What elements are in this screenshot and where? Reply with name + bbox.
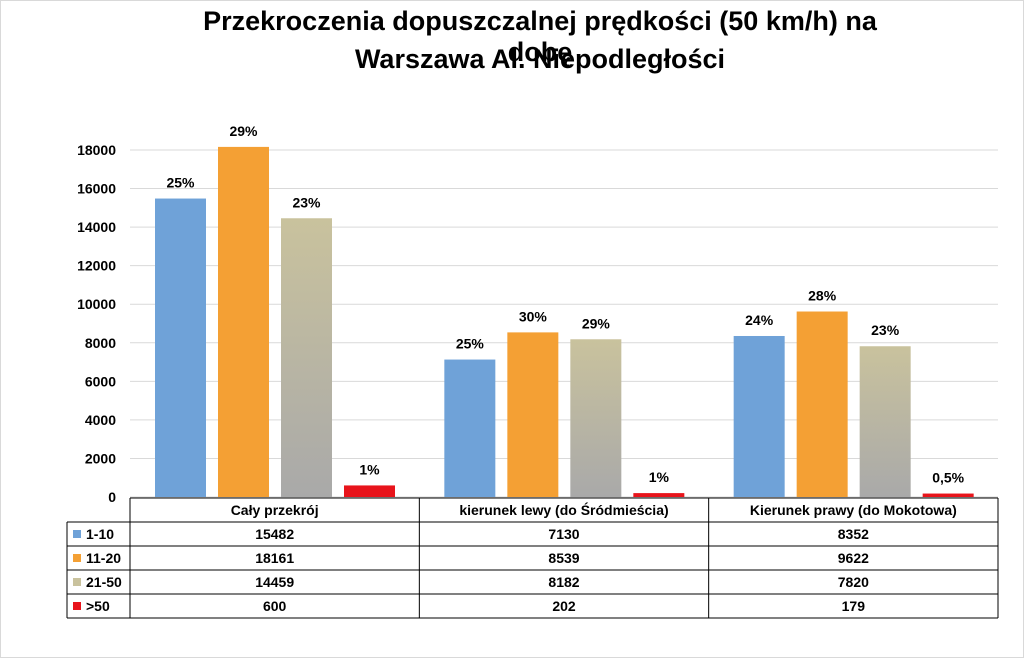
legend-swatch xyxy=(73,578,81,586)
bar xyxy=(444,359,496,497)
y-tick-label: 8000 xyxy=(85,335,116,351)
legend-label: 11-20 xyxy=(86,550,121,566)
table-value: 15482 xyxy=(255,526,294,542)
data-label: 28% xyxy=(808,288,837,304)
data-label: 24% xyxy=(745,312,774,328)
y-tick-label: 14000 xyxy=(77,219,116,235)
chart-title: Przekroczenia dopuszczalnej prędkości (5… xyxy=(203,6,877,67)
table-value: 179 xyxy=(842,598,866,614)
y-tick-label: 4000 xyxy=(85,412,116,428)
bar xyxy=(507,332,559,497)
data-label: 30% xyxy=(519,308,548,324)
y-tick-label: 16000 xyxy=(77,181,116,197)
table-value: 8352 xyxy=(838,526,869,542)
bar xyxy=(570,339,622,497)
category-label: kierunek lewy (do Śródmieścia) xyxy=(459,501,668,518)
bar xyxy=(796,311,848,497)
table-value: 14459 xyxy=(255,574,294,590)
data-label: 25% xyxy=(166,175,195,191)
data-label: 23% xyxy=(871,322,900,338)
legend-label: 1-10 xyxy=(86,526,114,542)
y-tick-label: 10000 xyxy=(77,296,116,312)
legend-swatch xyxy=(73,554,81,562)
bar xyxy=(155,198,206,497)
bar xyxy=(218,146,269,497)
table-value: 8539 xyxy=(548,550,579,566)
bar xyxy=(281,218,332,497)
table-value: 7130 xyxy=(548,526,579,542)
bar xyxy=(922,493,974,497)
data-label: 29% xyxy=(582,315,611,331)
legend-label: 21-50 xyxy=(86,574,122,590)
data-label: 1% xyxy=(649,469,670,485)
table-value: 7820 xyxy=(838,574,869,590)
y-tick-label: 2000 xyxy=(85,450,116,466)
table-value: 202 xyxy=(552,598,576,614)
legend-swatch xyxy=(73,530,81,538)
data-label: 0,5% xyxy=(932,470,964,486)
y-tick-label: 6000 xyxy=(85,373,116,389)
data-label: 25% xyxy=(456,336,485,352)
chart-subtitle: Warszawa Al. Niepodległości xyxy=(354,44,726,74)
y-tick-label: 12000 xyxy=(77,258,116,274)
bar xyxy=(859,346,911,497)
legend-label: >50 xyxy=(86,598,110,614)
table-value: 9622 xyxy=(838,550,869,566)
table-value: 18161 xyxy=(255,550,294,566)
data-label: 29% xyxy=(229,123,258,139)
y-tick-label: 18000 xyxy=(77,142,116,158)
table-value: 600 xyxy=(263,598,287,614)
y-tick-label: 0 xyxy=(108,489,116,505)
data-label: 1% xyxy=(359,461,380,477)
bar xyxy=(733,335,785,497)
bar xyxy=(344,485,395,497)
table-value: 8182 xyxy=(548,574,579,590)
data-label: 23% xyxy=(292,194,321,210)
legend-swatch xyxy=(73,602,81,610)
category-label: Cały przekrój xyxy=(231,502,319,518)
category-label: Kierunek prawy (do Mokotowa) xyxy=(750,502,957,518)
bar xyxy=(633,493,685,497)
